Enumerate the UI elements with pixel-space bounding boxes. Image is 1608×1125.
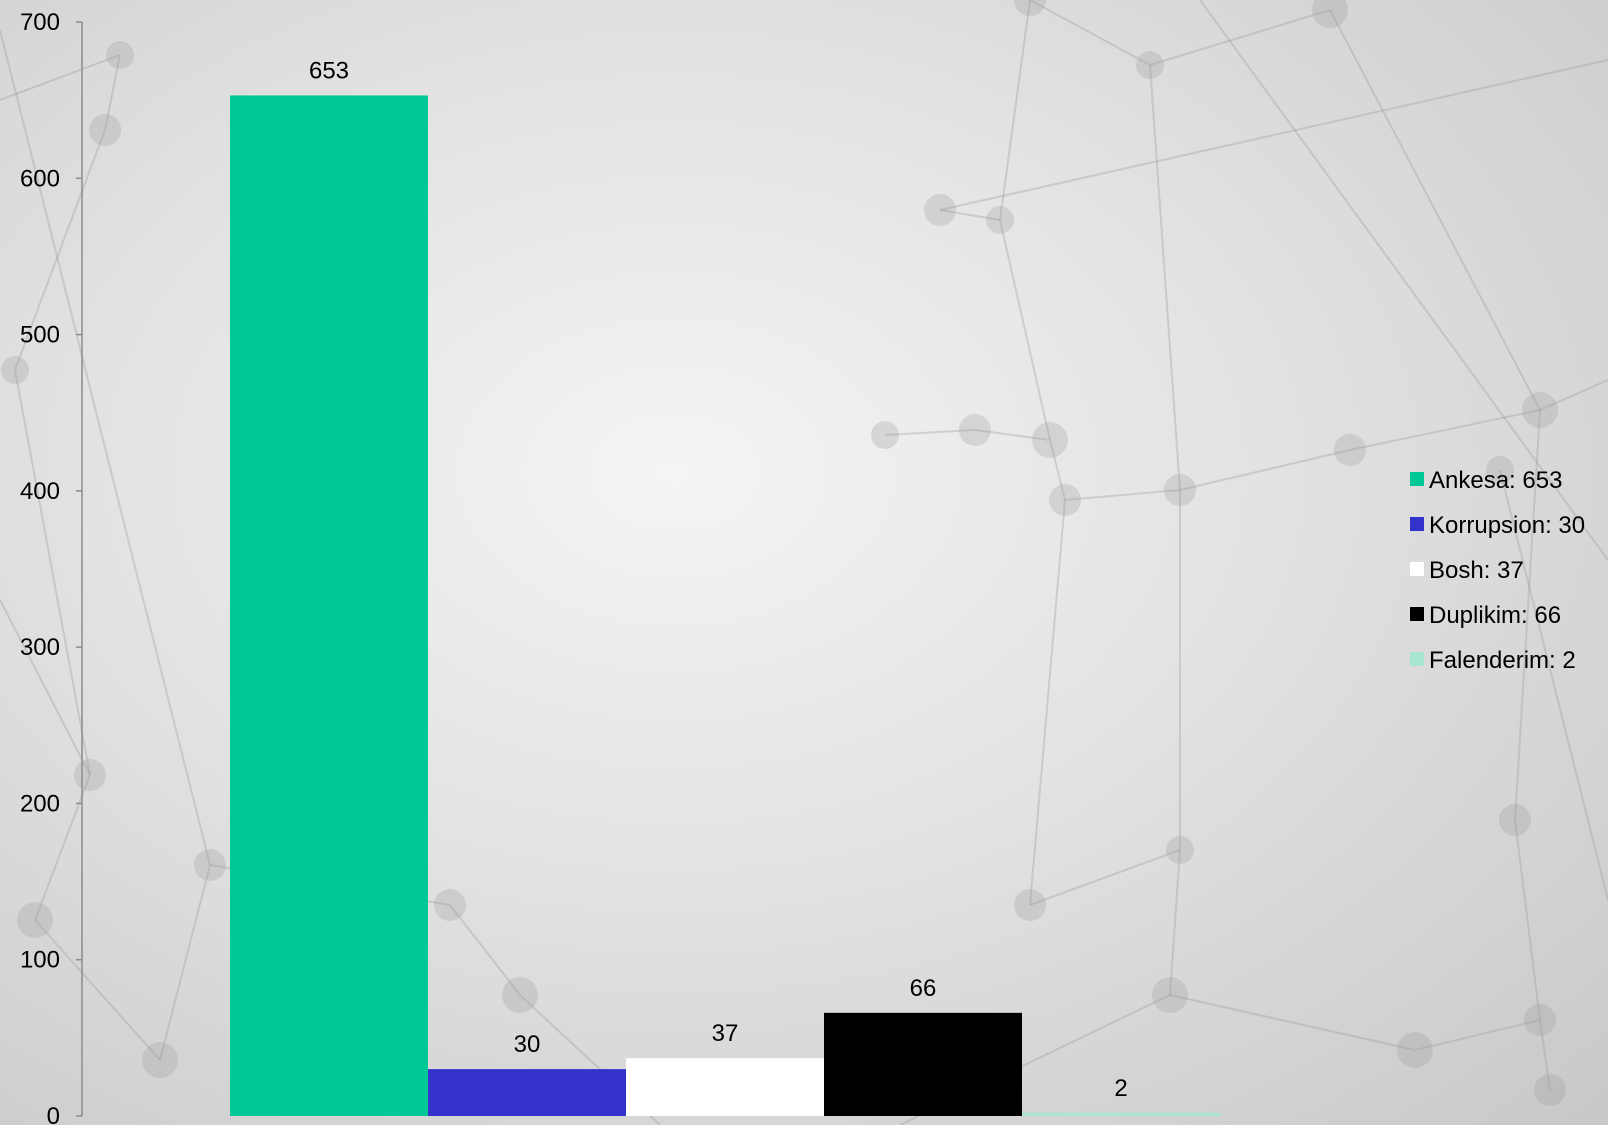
- data-labels: 653 30 37 66 2: [309, 57, 1128, 1101]
- bar-korrupsion: [428, 1069, 626, 1116]
- bar-bosh: [626, 1058, 824, 1116]
- y-tick-label: 0: [47, 1103, 60, 1125]
- data-label-korrupsion: 30: [514, 1031, 541, 1058]
- legend-swatch: [1410, 517, 1424, 531]
- data-label-falenderim: 2: [1114, 1075, 1127, 1102]
- y-tick-label: 600: [20, 165, 60, 192]
- y-tick-label: 300: [20, 634, 60, 661]
- bar-falenderim: [1022, 1112, 1220, 1116]
- bar-ankesa: [230, 95, 428, 1116]
- legend-swatch: [1410, 472, 1424, 486]
- legend-swatch: [1410, 652, 1424, 666]
- bars: [230, 95, 1220, 1116]
- legend: Ankesa: 653 Korrupsion: 30 Bosh: 37 Dupliki…: [1410, 467, 1585, 674]
- y-axis: 0 100 200 300 400 500 600 700: [20, 9, 83, 1125]
- legend-swatch: [1410, 607, 1424, 621]
- y-tick-label: 700: [20, 9, 60, 36]
- bar-duplikim: [824, 1012, 1022, 1116]
- y-tick-label: 100: [20, 947, 60, 974]
- legend-item-label: Bosh: 37: [1429, 557, 1524, 584]
- y-tick-label: 400: [20, 478, 60, 505]
- data-label-ankesa: 653: [309, 57, 349, 84]
- legend-item-label: Korrupsion: 30: [1429, 512, 1585, 539]
- y-tick-label: 200: [20, 790, 60, 817]
- legend-swatch: [1410, 562, 1424, 576]
- data-label-duplikim: 66: [910, 975, 937, 1002]
- legend-item-label: Falenderim: 2: [1429, 647, 1576, 674]
- legend-item-label: Duplikim: 66: [1429, 602, 1561, 629]
- data-label-bosh: 37: [712, 1020, 739, 1047]
- y-tick-label: 500: [20, 322, 60, 349]
- legend-item-label: Ankesa: 653: [1429, 467, 1562, 494]
